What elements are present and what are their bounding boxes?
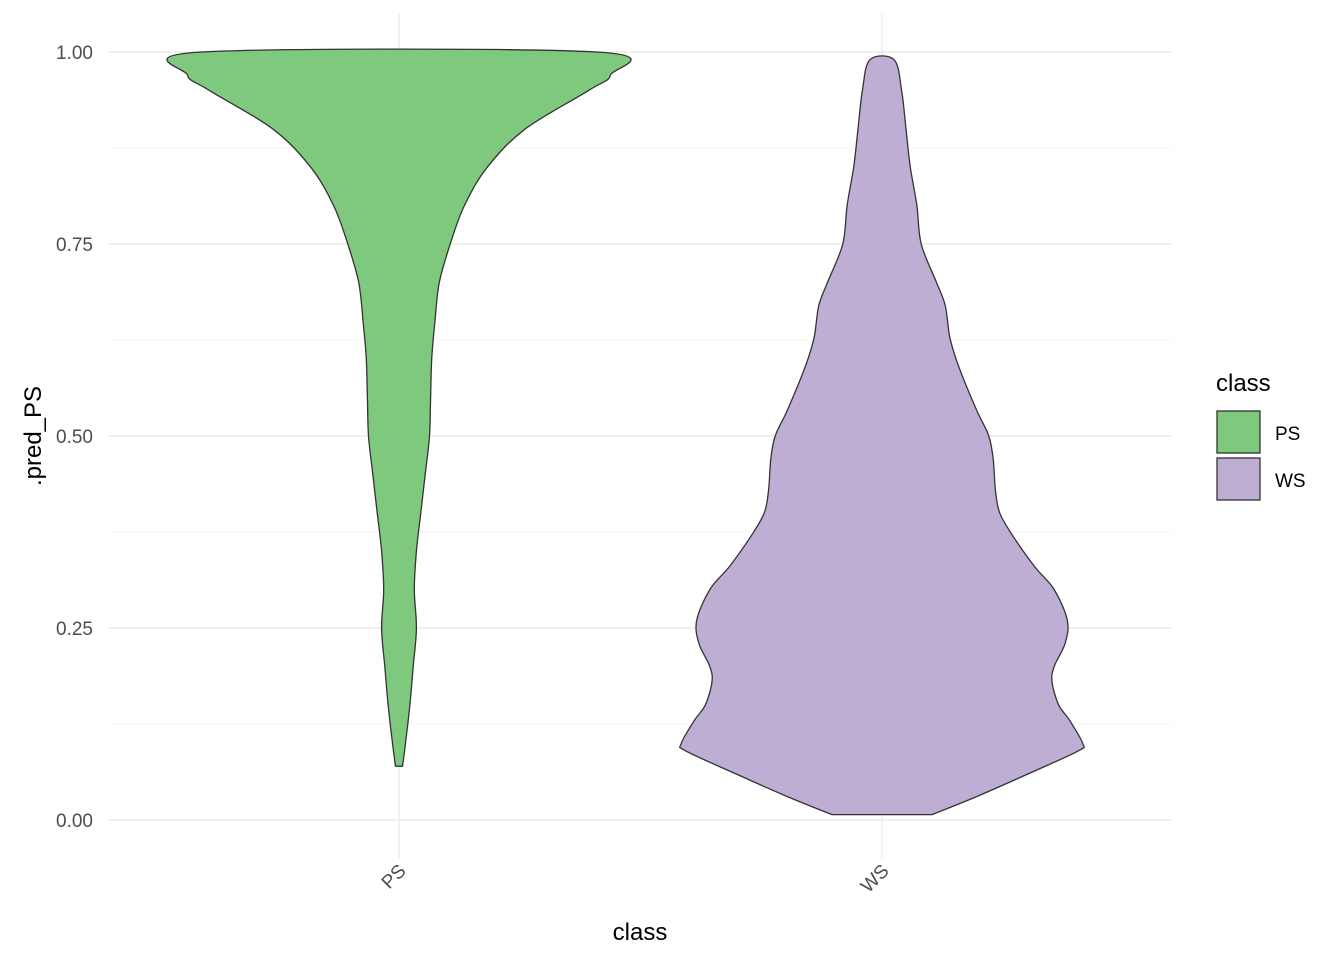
y-tick-label: 0.00 [56, 811, 93, 832]
legend-label-ps: PS [1275, 424, 1300, 445]
violin-ws [679, 55, 1085, 816]
legend-swatch-ps [1216, 410, 1261, 454]
y-axis-ticks: 0.00 0.25 0.50 0.75 1.00 [56, 43, 93, 832]
y-axis-title: .pred_PS [20, 386, 47, 486]
legend-title: class [1216, 370, 1271, 397]
y-tick-label: 0.75 [56, 235, 93, 256]
y-tick-label: 0.50 [56, 427, 93, 448]
legend-swatch-ws [1216, 457, 1261, 501]
x-axis-ticks: PS WS [378, 861, 894, 897]
y-tick-label: 0.25 [56, 619, 93, 640]
legend-label-ws: WS [1275, 471, 1306, 492]
y-tick-label: 1.00 [56, 43, 93, 64]
legend: class PS WS [1216, 370, 1306, 501]
violin-ps [166, 48, 632, 767]
x-tick-label: PS [378, 861, 411, 894]
legend-entries: PS WS [1216, 410, 1306, 501]
x-tick-label: WS [857, 861, 893, 897]
violins [166, 48, 1085, 816]
x-axis-title: class [613, 919, 668, 946]
